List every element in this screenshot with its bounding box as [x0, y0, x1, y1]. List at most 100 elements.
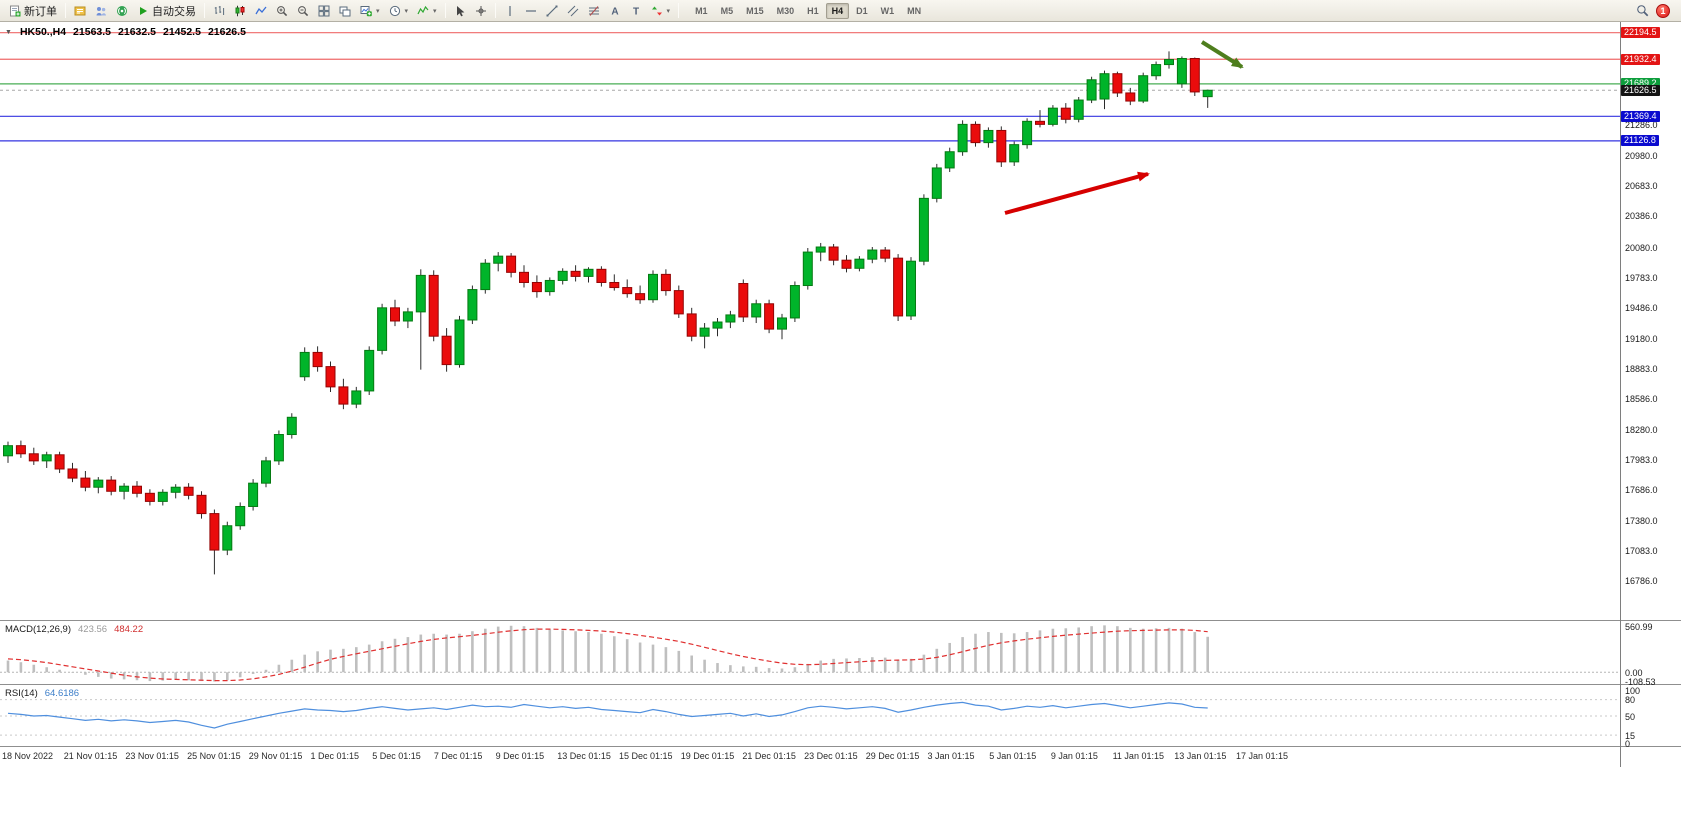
time-axis-label: 9 Dec 01:15: [495, 751, 545, 761]
candle: [170, 484, 181, 499]
indicators-button[interactable]: ▾: [413, 2, 441, 20]
candle: [699, 323, 710, 349]
macd-histogram-bar: [896, 659, 900, 673]
macd-histogram-bar: [264, 669, 268, 673]
vline-icon: [504, 5, 516, 17]
macd-histogram-bar: [651, 644, 655, 673]
macd-histogram-bar: [1090, 626, 1093, 673]
time-axis-label: 29 Dec 01:15: [865, 751, 920, 761]
new-order-button[interactable]: 新订单: [5, 2, 61, 20]
zoom-in-icon: [276, 5, 288, 17]
zoom-in-button[interactable]: [272, 2, 292, 20]
price-axis-label: 19180.0: [1625, 333, 1658, 344]
macd-histogram-bar: [935, 648, 939, 673]
candle: [132, 481, 142, 498]
price-axis-label: 20980.0: [1625, 151, 1658, 162]
vertical-line-button[interactable]: [500, 2, 520, 20]
search-button[interactable]: [1632, 2, 1653, 20]
candle: [686, 307, 697, 342]
toolbar-separator: [444, 3, 446, 18]
svg-text:T: T: [632, 6, 638, 17]
macd-histogram-bar: [303, 654, 306, 673]
profiles-button[interactable]: ▾: [385, 2, 413, 20]
timeframe-m5[interactable]: M5: [720, 5, 734, 16]
time-axis-label: 25 Nov 01:15: [187, 751, 241, 761]
time-axis-label: 9 Jan 01:15: [1050, 751, 1098, 761]
timeframe-m30[interactable]: M30: [776, 5, 795, 16]
market-watch-button[interactable]: [70, 2, 90, 20]
panel-divider[interactable]: [0, 746, 1681, 747]
price-chart[interactable]: [0, 22, 1620, 620]
toolbar-separator: [204, 3, 205, 18]
horizontal-line-button[interactable]: [521, 2, 541, 20]
navigator-button[interactable]: [91, 2, 111, 20]
macd-histogram-bar: [213, 672, 216, 682]
tile-windows-button[interactable]: [314, 2, 334, 20]
macd-histogram-bar: [380, 641, 384, 673]
line-chart-button[interactable]: [251, 2, 271, 20]
candle: [209, 509, 220, 575]
timeframe-d1[interactable]: D1: [856, 5, 868, 16]
price-axis[interactable]: 21286.0 20980.0 20683.0 20386.0 20080.0 19783…: [1621, 22, 1681, 620]
macd-histogram-bar: [974, 633, 977, 673]
crosshair-button[interactable]: [471, 2, 491, 20]
timeframe-h4[interactable]: H4: [825, 2, 850, 19]
fibonacci-button[interactable]: [584, 2, 604, 20]
timeframe-m1[interactable]: M1: [695, 5, 708, 16]
timeframe-w1[interactable]: W1: [880, 5, 895, 16]
timeframe-h1[interactable]: H1: [807, 5, 819, 16]
macd-histogram-bar: [32, 664, 36, 673]
panel-divider[interactable]: [0, 620, 1681, 621]
toolbar: 新订单 自动交易 ▾ ▾ ▾ A T ▾ M1 M5 M15 M30 H1 H4 D1 W1 MN 1: [0, 0, 1681, 22]
macd-histogram-bar: [471, 631, 474, 673]
rsi-axis[interactable]: 100 80 50 15 0: [1621, 686, 1681, 749]
autotrading-button[interactable]: 自动交易: [133, 2, 200, 20]
candle: [1125, 87, 1136, 106]
cursor-button[interactable]: [450, 2, 470, 20]
bearish-pullback-arrow[interactable]: [1200, 40, 1244, 69]
time-axis-label: 23 Dec 01:15: [804, 751, 858, 761]
candle: [299, 347, 310, 381]
time-axis[interactable]: 18 Nov 2022 21 Nov 01:15 23 Nov 01:15 25 No…: [0, 747, 1620, 767]
terminal-button[interactable]: [112, 2, 132, 20]
macd-panel[interactable]: [0, 622, 1620, 684]
candle: [841, 255, 852, 273]
rsi-axis-label: 15: [1625, 730, 1636, 741]
bar-chart-button[interactable]: [209, 2, 229, 20]
rsi-panel[interactable]: [0, 686, 1620, 746]
macd-histogram-bar: [393, 638, 397, 673]
candle: [273, 430, 284, 465]
one-click-trading-toggle[interactable]: ▼: [5, 28, 12, 36]
auto-arrange-button[interactable]: [335, 2, 355, 20]
candle: [338, 378, 349, 410]
zoom-out-button[interactable]: [293, 2, 313, 20]
candle: [28, 447, 39, 465]
candle: [1112, 71, 1123, 98]
panel-divider[interactable]: [0, 684, 1681, 685]
trendline-button[interactable]: [542, 2, 562, 20]
timeframe-mn[interactable]: MN: [907, 5, 922, 16]
candle: [789, 281, 800, 323]
hline-price-tag: 21369.4: [1621, 110, 1660, 122]
macd-axis[interactable]: 560.99 0.00 -108.53: [1621, 622, 1681, 687]
timeframe-m15[interactable]: M15: [746, 5, 764, 16]
candlestick-chart-button[interactable]: [230, 2, 250, 20]
candle: [493, 252, 504, 272]
text-button[interactable]: A: [605, 2, 625, 20]
candle: [415, 269, 426, 370]
macd-histogram-bar: [690, 655, 693, 673]
time-axis-label: 17 Jan 01:15: [1236, 751, 1289, 761]
macd-histogram-bar: [419, 634, 423, 673]
toolbar-separator: [494, 3, 496, 18]
time-axis-label: 11 Jan 01:15: [1112, 751, 1164, 761]
macd-histogram-bar: [574, 631, 577, 673]
bullish-trend-arrow[interactable]: [1004, 171, 1150, 215]
label-button[interactable]: T: [626, 2, 646, 20]
channel-button[interactable]: [563, 2, 583, 20]
hline-price-tag: 22194.5: [1621, 27, 1660, 39]
arrows-button[interactable]: ▾: [647, 2, 675, 20]
notifications-badge[interactable]: 1: [1656, 3, 1670, 18]
time-axis-label: 18 Nov 2022: [2, 751, 54, 761]
new-chart-button[interactable]: ▾: [356, 2, 384, 20]
